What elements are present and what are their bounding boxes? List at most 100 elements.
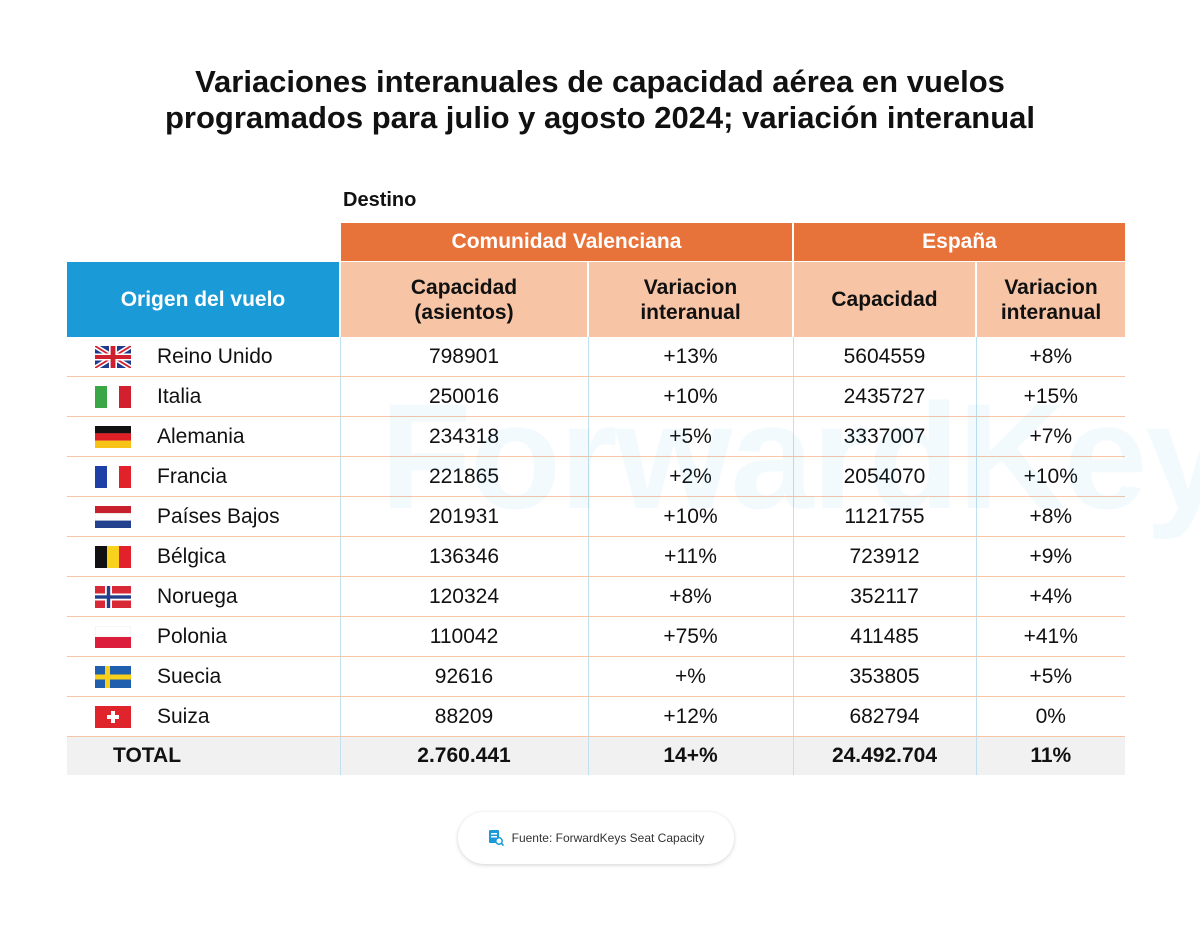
group-header: Comunidad Valenciana bbox=[339, 223, 793, 262]
origin-cell: Polonia bbox=[67, 616, 340, 657]
country-name: Reino Unido bbox=[157, 344, 273, 368]
column-header-row: Origen del vuelo Capacidad (asientos) Va… bbox=[67, 261, 1126, 337]
flag bbox=[95, 625, 131, 648]
table-cell: 88209 bbox=[339, 696, 588, 737]
flag bbox=[95, 345, 131, 368]
flag bbox=[95, 425, 131, 448]
origin-wrap: Suecia bbox=[67, 665, 340, 689]
country-name: Suecia bbox=[157, 664, 222, 688]
table-cell: +8% bbox=[975, 337, 1126, 377]
capacity-table: Comunidad Valenciana España Origen del v… bbox=[67, 223, 1126, 775]
origin-cell: Suiza bbox=[67, 696, 340, 737]
country-name: Noruega bbox=[157, 584, 238, 608]
flag bbox=[95, 585, 131, 608]
column-header: Capacidad (asientos) bbox=[339, 261, 588, 337]
table-cell: +5% bbox=[975, 656, 1126, 697]
column-header: Origen del vuelo bbox=[67, 261, 340, 337]
table-cell: 92616 bbox=[339, 656, 588, 697]
column-header-text: Capacidad (asientos) bbox=[410, 275, 518, 324]
destino-label: Destino bbox=[343, 189, 417, 211]
country-name: Francia bbox=[157, 464, 228, 488]
table-cell: +8% bbox=[975, 496, 1126, 537]
total-cell: TOTAL bbox=[67, 736, 340, 775]
table-cell: +10% bbox=[587, 496, 793, 537]
table-cell: +13% bbox=[587, 337, 793, 377]
country-name: Polonia bbox=[157, 624, 228, 648]
column-header-text: Capacidad bbox=[831, 288, 938, 311]
table-cell: +75% bbox=[587, 616, 793, 657]
table-cell: +% bbox=[587, 656, 793, 697]
table-body: Reino Unido 798901 +13% 5604559 +8% Italia 250… bbox=[67, 337, 1126, 775]
table-cell: 723912 bbox=[792, 536, 976, 577]
table-cell: +2% bbox=[587, 456, 793, 497]
table-cell: 352117 bbox=[792, 576, 976, 617]
total-cell: 24.492.704 bbox=[792, 736, 976, 775]
table-row: Suiza 88209 +12% 682794 0% bbox=[67, 696, 1126, 737]
source-text: Fuente: ForwardKeys Seat Capacity bbox=[511, 831, 705, 845]
source-badge: Fuente: ForwardKeys Seat Capacity bbox=[458, 812, 734, 864]
origin-wrap: Países Bajos bbox=[67, 505, 340, 529]
origin-cell: Suecia bbox=[67, 656, 340, 697]
table-row: Alemania 234318 +5% 3337007 +7% bbox=[67, 416, 1126, 457]
total-cell: 11% bbox=[975, 736, 1126, 775]
table-cell: +12% bbox=[587, 696, 793, 737]
table-cell: 798901 bbox=[339, 337, 588, 377]
table-cell: 1121755 bbox=[792, 496, 976, 537]
table-row: Italia 250016 +10% 2435727 +15% bbox=[67, 376, 1126, 417]
table-row: Polonia 110042 +75% 411485 +41% bbox=[67, 616, 1126, 657]
origin-cell: Bélgica bbox=[67, 536, 340, 577]
table-row: Suecia 92616 +% 353805 +5% bbox=[67, 656, 1126, 697]
total-row: TOTAL 2.760.441 14+% 24.492.704 11% bbox=[67, 736, 1126, 775]
table-cell: 201931 bbox=[339, 496, 588, 537]
origin-cell: Italia bbox=[67, 376, 340, 417]
country-name: Suiza bbox=[157, 704, 210, 728]
table-cell: 136346 bbox=[339, 536, 588, 577]
table-cell: +7% bbox=[975, 416, 1126, 457]
flag bbox=[95, 505, 131, 528]
flag bbox=[95, 705, 131, 728]
origin-wrap: Alemania bbox=[67, 425, 340, 449]
origin-wrap: Polonia bbox=[67, 625, 340, 649]
table-cell: 250016 bbox=[339, 376, 588, 417]
table-cell: +11% bbox=[587, 536, 793, 577]
origin-wrap: Italia bbox=[67, 385, 340, 409]
table-row: Francia 221865 +2% 2054070 +10% bbox=[67, 456, 1126, 497]
table-row: Reino Unido 798901 +13% 5604559 +8% bbox=[67, 337, 1126, 377]
table-cell: 3337007 bbox=[792, 416, 976, 457]
table-cell: +15% bbox=[975, 376, 1126, 417]
table-cell: 221865 bbox=[339, 456, 588, 497]
table-row: Noruega 120324 +8% 352117 +4% bbox=[67, 576, 1126, 617]
table-cell: 2054070 bbox=[792, 456, 976, 497]
table-cell: +4% bbox=[975, 576, 1126, 617]
origin-wrap: Suiza bbox=[67, 705, 340, 729]
table-cell: +41% bbox=[975, 616, 1126, 657]
origin-cell: Alemania bbox=[67, 416, 340, 457]
country-name: Bélgica bbox=[157, 544, 226, 568]
column-header: Capacidad bbox=[792, 261, 976, 337]
origin-cell: Noruega bbox=[67, 576, 340, 617]
total-cell: 2.760.441 bbox=[339, 736, 588, 775]
origin-wrap: Noruega bbox=[67, 585, 340, 609]
flag bbox=[95, 465, 131, 488]
flag bbox=[95, 665, 131, 688]
table-cell: 682794 bbox=[792, 696, 976, 737]
title: Variaciones interanuales de capacidad aé… bbox=[100, 64, 1100, 136]
table-cell: 0% bbox=[975, 696, 1126, 737]
origin-wrap: Reino Unido bbox=[67, 345, 340, 369]
title-text: Variaciones interanuales de capacidad aé… bbox=[165, 64, 1035, 135]
table-cell: +9% bbox=[975, 536, 1126, 577]
table-cell: 411485 bbox=[792, 616, 976, 657]
column-header-text: Variacion interanual bbox=[1000, 275, 1102, 324]
group-header: España bbox=[791, 223, 1126, 262]
table-cell: 2435727 bbox=[792, 376, 976, 417]
table-cell: +5% bbox=[587, 416, 793, 457]
table-cell: 5604559 bbox=[792, 337, 976, 377]
country-name: Italia bbox=[157, 384, 202, 408]
table-cell: +10% bbox=[587, 376, 793, 417]
column-header: Variacion interanual bbox=[587, 261, 793, 337]
table-cell: +8% bbox=[587, 576, 793, 617]
country-name: Alemania bbox=[157, 424, 245, 448]
column-header-text: Variacion interanual bbox=[640, 275, 741, 324]
total-cell: 14+% bbox=[587, 736, 793, 775]
